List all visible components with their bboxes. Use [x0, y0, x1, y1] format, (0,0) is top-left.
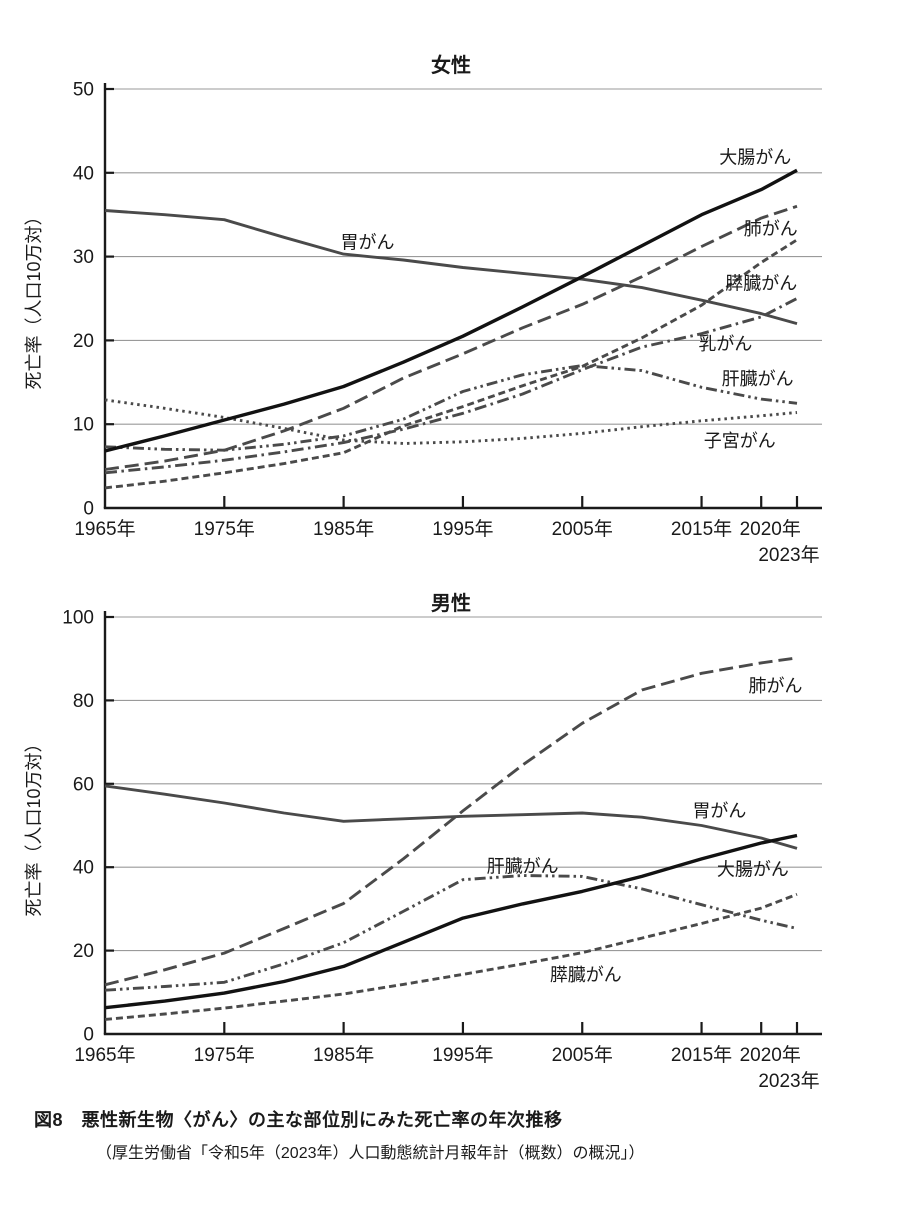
figure-caption: 図8 悪性新生物〈がん〉の主な部位別にみた死亡率の年次推移 （厚生労働省「令和5…: [34, 1106, 874, 1163]
y-tick-label: 60: [73, 774, 94, 795]
line-stomach-female: [104, 209, 798, 325]
x-tick-label: 2005年: [552, 1044, 613, 1066]
y-tick-label: 10: [73, 415, 94, 436]
label-stomach-male: 胃がん: [692, 801, 746, 821]
y-tick-label: 50: [73, 80, 94, 101]
figure-caption-source: （厚生労働省「令和5年（2023年）人口動態統計月報年計（概数）の概況」）: [96, 1145, 645, 1162]
line-lung-female: [104, 204, 798, 471]
line-liver-female: [104, 364, 798, 452]
y-axis-label-male: 死亡率（人口10万対）: [24, 734, 44, 916]
label-liver-female: 肝臓がん: [722, 369, 794, 389]
x-tick-label: 1985年: [313, 1044, 374, 1066]
x-tick-label: 2015年: [671, 518, 732, 540]
chart-title-female: 女性: [431, 53, 471, 77]
line-liver-male: [104, 874, 798, 992]
cancer-mortality-charts-canvas: 0 10 20 30 40 50 1965年 1975年 1985年 1995年 2005年 2015…: [24, 53, 822, 1092]
x-tick-label: 1975年: [194, 518, 255, 540]
x-tick-label: 1995年: [432, 518, 493, 540]
label-colorectal-female: 大腸がん: [719, 148, 791, 168]
label-lung-male: 肺がん: [749, 676, 803, 696]
y-tick-label: 20: [73, 331, 94, 352]
x-tick-label: 2023年: [758, 544, 819, 566]
line-pancreas-female: [104, 238, 798, 490]
label-stomach-female: 胃がん: [340, 232, 394, 252]
y-tick-label: 40: [73, 858, 94, 879]
line-lung-male: [104, 656, 798, 987]
y-tick-label: 100: [62, 608, 94, 629]
label-liver-male: 肝臓がん: [487, 856, 559, 876]
label-breast-female: 乳がん: [698, 334, 752, 354]
x-tick-label: 1975年: [194, 1044, 255, 1066]
line-stomach-male: [104, 784, 798, 850]
x-tick-label: 1985年: [313, 518, 374, 540]
y-tick-label: 80: [73, 691, 94, 712]
x-tick-label: 1965年: [74, 518, 135, 540]
y-tick-label: 20: [73, 941, 94, 962]
x-tick-label: 2015年: [671, 1044, 732, 1066]
label-pancreas-female: 膵臓がん: [725, 273, 797, 293]
x-tick-label: 2020年: [740, 1044, 801, 1066]
label-uterus-female: 子宮がん: [704, 431, 776, 451]
label-colorectal-male: 大腸がん: [717, 859, 789, 879]
x-tick-label: 2023年: [758, 1070, 819, 1092]
y-tick-label: 30: [73, 247, 94, 268]
y-axis-label-female: 死亡率（人口10万対）: [24, 207, 44, 389]
x-tick-label: 2020年: [740, 518, 801, 540]
label-pancreas-male: 膵臓がん: [550, 965, 622, 985]
x-tick-label: 2005年: [552, 518, 613, 540]
label-lung-female: 肺がん: [744, 219, 798, 239]
line-colorectal-female: [104, 168, 798, 453]
chart-title-male: 男性: [431, 592, 471, 615]
y-tick-label: 40: [73, 163, 94, 184]
line-pancreas-male: [104, 892, 798, 1021]
x-tick-label: 1995年: [432, 1044, 493, 1066]
y-tick-label: 0: [83, 499, 94, 520]
figure-caption-title: 図8 悪性新生物〈がん〉の主な部位別にみた死亡率の年次推移: [34, 1110, 563, 1130]
line-colorectal-male: [104, 833, 798, 1010]
x-tick-label: 1965年: [74, 1044, 135, 1066]
line-uterus-female: [104, 398, 798, 445]
line-breast-female: [104, 297, 798, 475]
y-tick-label: 0: [83, 1025, 94, 1046]
